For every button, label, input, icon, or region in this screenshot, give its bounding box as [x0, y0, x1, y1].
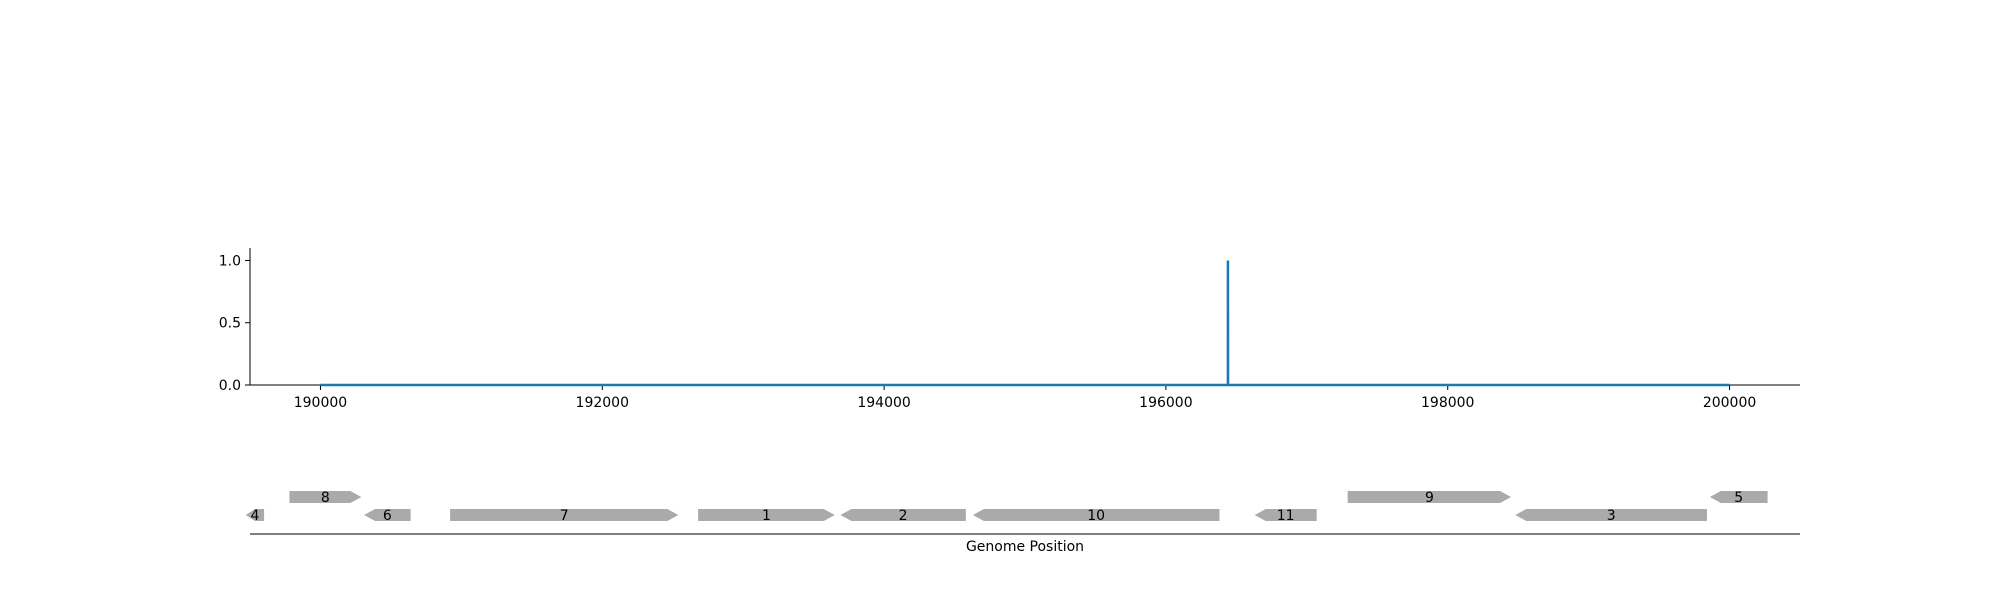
gene: 9	[1347, 490, 1512, 506]
gene-arrow	[1515, 509, 1707, 521]
gene-arrow	[364, 509, 411, 521]
gene: 5	[1709, 490, 1768, 506]
x-tick-label: 192000	[576, 395, 629, 411]
coverage-plot: 190000 192000 194000 196000 198000 200000 0.0 0…	[219, 248, 1800, 411]
gene-label: 1	[762, 508, 771, 524]
gene-label: 11	[1277, 508, 1295, 524]
gene: 10	[972, 508, 1220, 524]
gene-arrow	[1254, 509, 1317, 521]
gene-arrow	[289, 491, 362, 503]
gene: 6	[364, 508, 411, 524]
gene-arrow	[450, 509, 679, 521]
gene-label: 5	[1734, 490, 1743, 506]
x-tick-label: 200000	[1703, 395, 1756, 411]
gene-arrows: 4 8 6 7 1 2 10 11 9 3 5	[245, 490, 1768, 524]
gene-label: 7	[560, 508, 569, 524]
coverage-line	[320, 260, 1730, 387]
gene-track-xlabel: Genome Position	[966, 539, 1084, 555]
gene-label: 3	[1607, 508, 1616, 524]
gene-arrow	[698, 509, 835, 521]
coverage-ticks: 190000 192000 194000 196000 198000 200000 0.0 0…	[219, 253, 1757, 411]
y-tick-label: 1.0	[219, 253, 241, 269]
y-tick-label: 0.5	[219, 316, 241, 332]
gene-arrow	[1709, 491, 1768, 503]
gene-label: 4	[250, 508, 259, 524]
gene-label: 6	[383, 508, 392, 524]
x-tick-label: 198000	[1421, 395, 1474, 411]
gene-label: 8	[321, 490, 330, 506]
gene: 2	[840, 508, 966, 524]
gene: 8	[289, 490, 362, 506]
gene: 4	[245, 508, 265, 524]
gene-label: 9	[1425, 490, 1434, 506]
gene-track: 4 8 6 7 1 2 10 11 9 3 5 Genome Position	[245, 490, 1800, 555]
coverage-axes	[249, 248, 1800, 386]
gene-label: 10	[1087, 508, 1105, 524]
gene-arrow	[1347, 491, 1512, 503]
gene-arrow	[245, 509, 265, 521]
gene: 11	[1254, 508, 1317, 524]
y-tick-label: 0.0	[219, 378, 241, 394]
x-tick-label: 190000	[294, 395, 347, 411]
gene: 3	[1515, 508, 1707, 524]
gene-label: 2	[899, 508, 908, 524]
coverage-series	[320, 260, 1730, 387]
gene: 1	[698, 508, 835, 524]
gene-arrow	[972, 509, 1220, 521]
gene-arrow	[840, 509, 966, 521]
gene: 7	[450, 508, 679, 524]
x-tick-label: 194000	[857, 395, 910, 411]
x-tick-label: 196000	[1139, 395, 1192, 411]
